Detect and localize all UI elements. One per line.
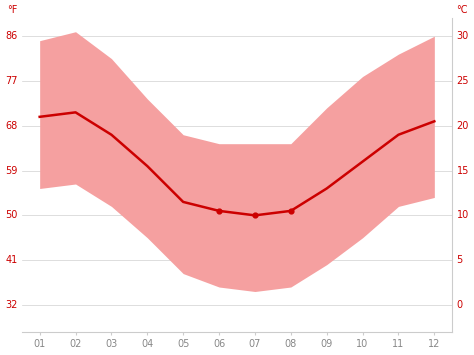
Text: °C: °C	[456, 5, 468, 15]
Text: 41: 41	[5, 255, 18, 265]
Text: 32: 32	[5, 300, 18, 310]
Text: 15: 15	[456, 165, 469, 176]
Text: 68: 68	[5, 121, 18, 131]
Point	[287, 208, 295, 214]
Text: 5: 5	[456, 255, 463, 265]
Point	[251, 213, 259, 218]
Text: 86: 86	[5, 31, 18, 41]
Text: 0: 0	[456, 300, 463, 310]
Text: 50: 50	[5, 211, 18, 220]
Text: 30: 30	[456, 31, 469, 41]
Text: 20: 20	[456, 121, 469, 131]
Text: 77: 77	[5, 76, 18, 86]
Text: 10: 10	[456, 211, 469, 220]
Text: 59: 59	[5, 165, 18, 176]
Text: °F: °F	[7, 5, 18, 15]
Point	[215, 208, 223, 214]
Text: 25: 25	[456, 76, 469, 86]
